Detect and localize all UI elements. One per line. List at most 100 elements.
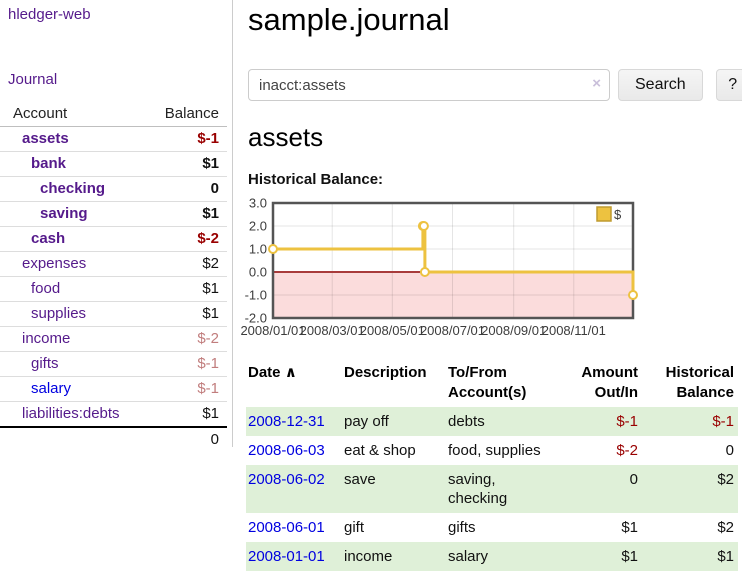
account-link-cash[interactable]: cash <box>31 230 66 247</box>
transaction-accounts: food, supplies <box>448 442 541 459</box>
x-tick-label: 2008/07/01 <box>420 323 485 338</box>
transaction-amount: $-1 <box>616 413 638 430</box>
transaction-description: eat & shop <box>344 442 416 459</box>
x-tick-label: 2008/11/01 <box>542 323 606 338</box>
account-balance: $1 <box>202 405 219 422</box>
account-link-food[interactable]: food <box>31 280 61 297</box>
x-tick-label: 2008/01/01 <box>240 323 305 338</box>
account-link-expenses[interactable]: expenses <box>22 255 87 272</box>
account-link-gifts[interactable]: gifts <box>31 355 59 372</box>
account-balance: $1 <box>202 305 219 322</box>
col-header-balance: Historical Balance <box>665 364 734 401</box>
search-input[interactable] <box>248 69 610 101</box>
account-row: income $-2 <box>0 327 227 352</box>
transaction-row: 2008-06-02 save saving, checking 0 $2 <box>246 465 738 513</box>
page-title: sample.journal <box>248 2 450 37</box>
account-tree-header: Account Balance <box>0 103 227 127</box>
transaction-date-link[interactable]: 2008-12-31 <box>248 413 325 430</box>
transaction-date-link[interactable]: 2008-01-01 <box>248 548 325 565</box>
brand-link[interactable]: hledger-web <box>8 6 91 23</box>
y-tick-label: 0.0 <box>249 265 267 280</box>
transaction-amount: $1 <box>621 519 638 536</box>
transaction-amount: $-2 <box>616 442 638 459</box>
account-balance: $1 <box>202 155 219 172</box>
account-link-salary[interactable]: salary <box>31 380 72 397</box>
transaction-row: 2008-12-31 pay off debts $-1 $-1 <box>246 407 738 436</box>
transaction-balance: 0 <box>725 442 734 459</box>
clear-search-icon[interactable]: × <box>592 75 601 92</box>
transaction-description: pay off <box>344 413 389 430</box>
chart-svg: 3.0 2.0 1.0 0.0 -1.0 -2.02008/01/012008/03/01… <box>240 196 638 338</box>
account-rows: assets $-1 bank $1 checking 0 saving $1 cash $-2 e… <box>0 127 227 428</box>
register-header-row: Date ∧ Description To/From Account(s) Am… <box>246 361 738 407</box>
account-row: supplies $1 <box>0 302 227 327</box>
sidebar: hledger-web Journal Account Balance asse… <box>0 0 233 448</box>
transaction-date-link[interactable]: 2008-06-02 <box>248 471 325 488</box>
data-point-marker <box>628 290 638 300</box>
col-header-amount: Amount Out/In <box>581 364 638 401</box>
account-link-bank[interactable]: bank <box>31 155 67 172</box>
data-point-marker <box>268 244 278 254</box>
account-balance: $-2 <box>197 330 219 347</box>
y-tick-label: 3.0 <box>249 196 267 211</box>
account-balance: $-1 <box>197 355 219 372</box>
search-bar: × Search ? <box>248 69 742 101</box>
historical-balance-chart: 3.0 2.0 1.0 0.0 -1.0 -2.0 2008/01/01 2008/03/01… <box>240 196 740 346</box>
account-link-liabilities-debts[interactable]: liabilities:debts <box>22 405 120 422</box>
x-tick-label: 2008/05/01 <box>360 323 425 338</box>
plot-border <box>271 201 635 320</box>
total-balance: 0 <box>210 431 219 448</box>
account-balance: $2 <box>202 255 219 272</box>
account-tree: Account Balance assets $-1 bank $1 checking 0… <box>0 103 227 451</box>
legend-swatch <box>596 206 612 222</box>
account-balance: $-1 <box>197 130 219 147</box>
transaction-date-link[interactable]: 2008-06-01 <box>248 519 325 536</box>
legend-label: $ <box>614 207 622 222</box>
data-point-marker <box>419 267 430 277</box>
transaction-date-link[interactable]: 2008-06-03 <box>248 442 325 459</box>
transaction-amount: $1 <box>621 548 638 565</box>
chart-legend: $ <box>596 206 622 222</box>
account-row: cash $-2 <box>0 227 227 252</box>
account-link-supplies[interactable]: supplies <box>31 305 87 322</box>
col-header-description: Description <box>344 364 427 381</box>
col-header-date[interactable]: Date ∧ <box>246 361 342 407</box>
transaction-accounts: gifts <box>448 519 476 536</box>
data-point-marker <box>418 221 429 231</box>
date-header-label: Date <box>248 364 281 381</box>
transaction-description: save <box>344 471 376 488</box>
transaction-accounts: salary <box>448 548 489 565</box>
sort-asc-icon: ∧ <box>284 364 297 381</box>
y-tick-label: 1.0 <box>249 242 267 257</box>
transaction-row: 2008-06-03 eat & shop food, supplies $-2 0 <box>246 436 738 465</box>
account-row: bank $1 <box>0 152 227 177</box>
account-balance: $1 <box>202 205 219 222</box>
transaction-row: 2008-01-01 income salary $1 $1 <box>246 542 738 571</box>
sidebar-item-journal[interactable]: Journal <box>8 71 58 88</box>
transaction-balance: $2 <box>717 519 734 536</box>
account-link-income[interactable]: income <box>22 330 71 347</box>
account-row: expenses $2 <box>0 252 227 277</box>
transaction-description: income <box>344 548 393 565</box>
account-balance: 0 <box>210 180 219 197</box>
account-balance: $1 <box>202 280 219 297</box>
transaction-amount: 0 <box>629 471 638 488</box>
register-table: Date ∧ Description To/From Account(s) Am… <box>246 361 738 571</box>
account-row: checking 0 <box>0 177 227 202</box>
search-input-wrap: × <box>248 69 610 101</box>
search-button[interactable]: Search <box>618 69 703 101</box>
account-row: assets $-1 <box>0 127 227 152</box>
account-balance: $-2 <box>197 230 219 247</box>
account-link-assets[interactable]: assets <box>22 130 69 147</box>
account-row: gifts $-1 <box>0 352 227 377</box>
account-balance: $-1 <box>197 380 219 397</box>
help-button[interactable]: ? <box>715 69 742 101</box>
transaction-accounts: debts <box>448 413 485 430</box>
account-link-saving[interactable]: saving <box>40 205 88 222</box>
transaction-balance: $2 <box>717 471 734 488</box>
account-heading: assets <box>248 122 324 152</box>
transaction-row: 2008-06-01 gift gifts $1 $2 <box>246 513 738 542</box>
account-link-checking[interactable]: checking <box>40 180 106 197</box>
account-row: food $1 <box>0 277 227 302</box>
negative-region <box>273 272 633 318</box>
